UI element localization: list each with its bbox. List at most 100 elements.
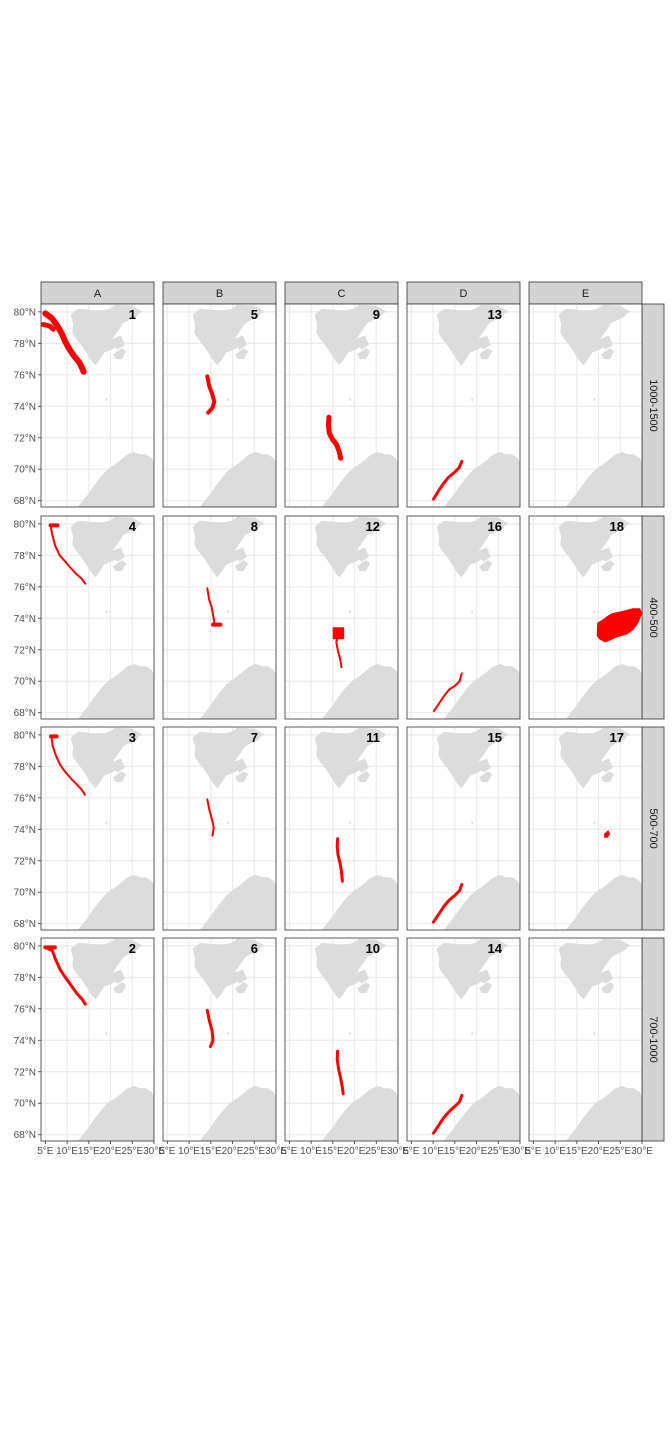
- row-strip-700-1000: 700-1000: [641, 937, 665, 1142]
- x-tick-label: 10°E: [544, 1146, 566, 1157]
- x-tick-label: 20°E: [222, 1146, 244, 1157]
- row-label: 400-500: [647, 597, 659, 637]
- norway-land: [67, 451, 154, 507]
- svalbard-land: [472, 516, 509, 531]
- map-panel: 3: [40, 726, 155, 931]
- svalbard-land: [235, 335, 247, 350]
- survey-track: [206, 587, 216, 626]
- panel-border: [406, 303, 521, 508]
- panel-number: 13: [488, 307, 502, 322]
- y-tick-label: 72°N: [14, 433, 36, 444]
- svalbard-land: [235, 758, 247, 773]
- svalbard-land: [227, 610, 230, 613]
- svalbard-land: [235, 560, 249, 572]
- panel-number: 15: [488, 730, 502, 745]
- svalbard-land: [113, 969, 125, 984]
- svalbard-land: [479, 969, 491, 984]
- panel-number: 3: [129, 730, 136, 745]
- svalbard-land: [471, 821, 474, 824]
- svalbard-land: [235, 348, 249, 360]
- y-tick-label: 74°N: [14, 825, 36, 836]
- svalbard-land: [558, 730, 629, 789]
- svalbard-land: [601, 771, 615, 783]
- panel-number: 8: [251, 519, 258, 534]
- survey-track: [206, 798, 215, 837]
- column-strip-A: A: [40, 281, 155, 305]
- svalbard-land: [228, 727, 265, 742]
- svalbard-land: [105, 821, 108, 824]
- svalbard-land: [227, 821, 230, 824]
- svalbard-land: [472, 938, 509, 953]
- y-tick-label: 68°N: [14, 1130, 36, 1141]
- map-panel: 6: [162, 937, 277, 1142]
- y-tick-label: 72°N: [14, 645, 36, 656]
- norway-land: [67, 874, 154, 930]
- svalbard-land: [558, 941, 629, 1000]
- svalbard-land: [601, 348, 615, 360]
- map-panel: 18: [528, 515, 643, 720]
- svalbard-land: [601, 758, 613, 773]
- svalbard-land: [479, 758, 491, 773]
- x-tick-label: 20°E: [466, 1146, 488, 1157]
- panel-number: 12: [366, 519, 380, 534]
- svalbard-land: [192, 307, 263, 366]
- svalbard-land: [479, 547, 491, 562]
- map-panel: 16: [406, 515, 521, 720]
- survey-track: [335, 1049, 345, 1096]
- svalbard-land: [593, 610, 596, 613]
- map-panel: 15: [406, 726, 521, 931]
- survey-area: [332, 627, 345, 640]
- svalbard-land: [479, 771, 493, 783]
- norway-land: [433, 451, 520, 507]
- norway-land: [433, 663, 520, 719]
- x-tick-label: 30°E: [509, 1146, 531, 1157]
- map-panel: [528, 937, 643, 1142]
- column-label: E: [582, 288, 589, 300]
- svalbard-land: [357, 335, 369, 350]
- x-tick-label: 30°E: [143, 1146, 165, 1157]
- y-tick-label: 76°N: [14, 582, 36, 593]
- panel-border: [528, 726, 643, 931]
- y-axis: 80°N 78°N 76°N 74°N 72°N 70°N 68°N 80°N 78°N 76°N…: [14, 307, 41, 1141]
- y-tick-label: 70°N: [14, 888, 36, 899]
- x-tick-label: 25°E: [243, 1146, 265, 1157]
- y-tick-label: 78°N: [14, 973, 36, 984]
- svalbard-land: [479, 335, 491, 350]
- x-tick-label: 5°E: [37, 1146, 54, 1157]
- svalbard-land: [105, 610, 108, 613]
- svalbard-land: [349, 398, 352, 401]
- svalbard-land: [349, 821, 352, 824]
- svalbard-land: [113, 758, 125, 773]
- svalbard-land: [357, 982, 371, 994]
- x-tick-label: 30°E: [265, 1146, 287, 1157]
- x-tick-label: 15°E: [444, 1146, 466, 1157]
- svalbard-land: [113, 560, 127, 572]
- panel-number: 11: [366, 730, 380, 745]
- map-panel: 4: [40, 515, 155, 720]
- y-tick-label: 76°N: [14, 370, 36, 381]
- norway-land: [311, 1085, 398, 1141]
- svalbard-land: [106, 938, 143, 953]
- svalbard-land: [471, 398, 474, 401]
- row-label: 700-1000: [647, 1016, 659, 1063]
- survey-track: [432, 672, 463, 713]
- svalbard-land: [357, 348, 371, 360]
- norway-land: [311, 663, 398, 719]
- map-panel: 7: [162, 726, 277, 931]
- svalbard-land: [349, 610, 352, 613]
- x-tick-label: 20°E: [100, 1146, 122, 1157]
- x-tick-label: 15°E: [566, 1146, 588, 1157]
- svalbard-land: [106, 727, 143, 742]
- y-tick-label: 80°N: [14, 519, 36, 530]
- x-tick-label: 10°E: [300, 1146, 322, 1157]
- panel-border: [40, 515, 155, 720]
- x-tick-label: 25°E: [121, 1146, 143, 1157]
- svalbard-land: [113, 771, 127, 783]
- x-axis: 5°E 10°E 15°E 20°E 25°E 30°E5°E 10°E 15°E 20°E 25…: [37, 1141, 653, 1157]
- svalbard-land: [471, 610, 474, 613]
- map-panel: 14: [406, 937, 521, 1142]
- column-strip-C: C: [284, 281, 399, 305]
- svalbard-land: [472, 727, 509, 742]
- y-tick-label: 68°N: [14, 919, 36, 930]
